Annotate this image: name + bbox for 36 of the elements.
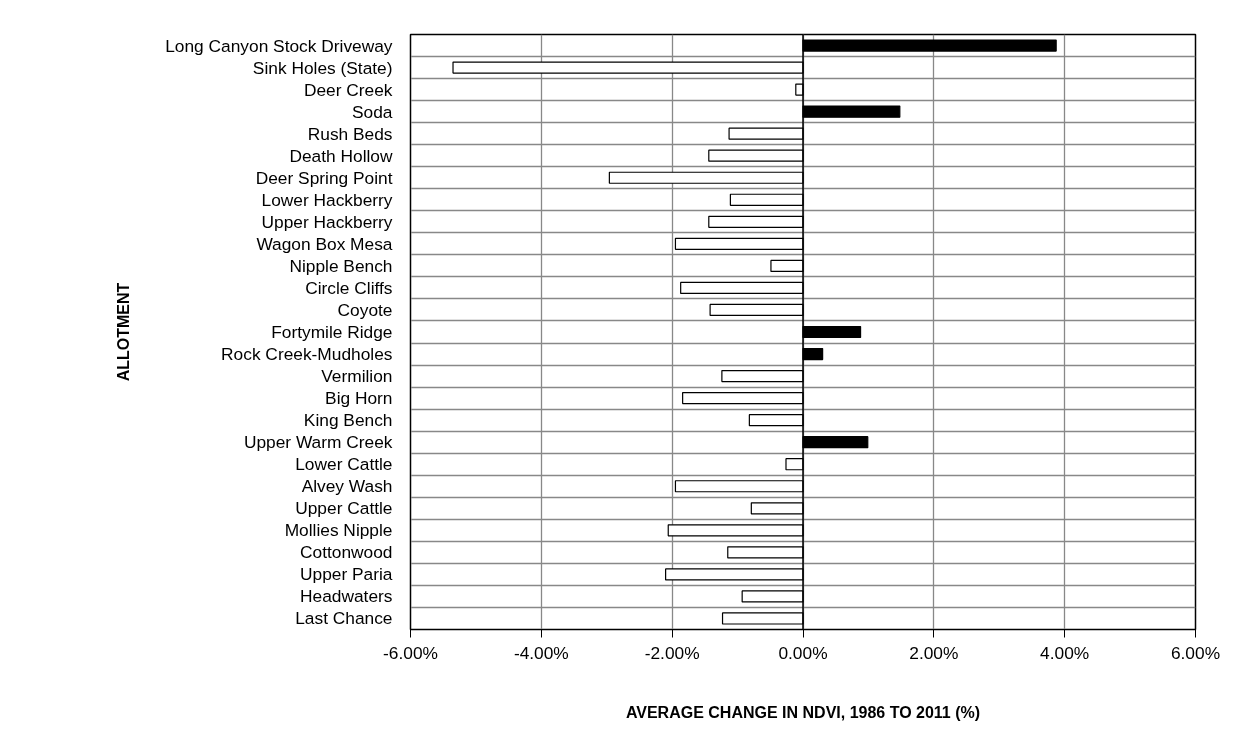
y-tick-label: Upper Cattle <box>295 498 393 519</box>
y-tick-label: Death Hollow <box>289 145 393 166</box>
y-tick-label: Rock Creek-Mudholes <box>221 344 393 365</box>
x-tick-label: -6.00% <box>383 642 438 663</box>
y-tick-label: Coyote <box>337 299 393 320</box>
y-tick-label: Rush Beds <box>307 123 393 144</box>
y-tick-label: Lower Hackberry <box>261 189 393 210</box>
y-tick-label: Upper Paria <box>300 564 393 585</box>
y-tick-label: Mollies Nipple <box>284 520 393 541</box>
y-tick-label: Deer Spring Point <box>255 167 393 188</box>
y-tick-label: Cottonwood <box>300 542 393 563</box>
y-tick-label: Wagon Box Mesa <box>256 233 393 254</box>
y-tick-label: King Bench <box>303 410 393 431</box>
y-tick-label: Circle Cliffs <box>305 277 393 298</box>
y-tick-label: Deer Creek <box>303 79 393 100</box>
x-tick-label: -2.00% <box>644 642 700 663</box>
x-axis-title: AVERAGE CHANGE IN NDVI, 1986 TO 2011 (%) <box>625 703 981 721</box>
y-tick-label: Nipple Bench <box>289 255 393 276</box>
y-axis-title: ALLOTMENT <box>115 282 133 382</box>
y-tick-label: Soda <box>352 101 393 122</box>
y-tick-label: Alvey Wash <box>301 476 393 497</box>
y-tick-label: Big Horn <box>325 388 393 409</box>
y-tick-label: Upper Hackberry <box>261 211 393 232</box>
y-tick-label: Long Canyon Stock Driveway <box>165 35 393 56</box>
y-tick-label: Fortymile Ridge <box>271 322 393 342</box>
y-tick-label: Upper Warm Creek <box>243 432 393 453</box>
x-tick-label: -4.00% <box>513 642 569 663</box>
x-tick-label: 6.00% <box>1170 642 1221 663</box>
y-tick-label: Headwaters <box>300 586 393 607</box>
y-tick-label: Lower Cattle <box>295 454 393 475</box>
x-tick-label: 0.00% <box>778 642 828 663</box>
y-tick-label: Vermilion <box>321 366 393 387</box>
x-tick-label: 2.00% <box>909 642 959 663</box>
x-tick-label: 4.00% <box>1040 642 1090 663</box>
y-tick-label: Sink Holes (State) <box>252 57 393 78</box>
y-tick-label: Last Chance <box>295 608 393 629</box>
